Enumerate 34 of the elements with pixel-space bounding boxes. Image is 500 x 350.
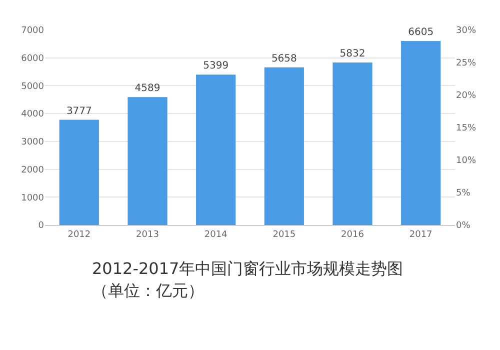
y2-tick-label: 10% xyxy=(456,156,476,166)
y-tick-label: 7000 xyxy=(21,26,44,36)
y2-tick-label: 25% xyxy=(456,58,476,69)
data-label: 4589 xyxy=(134,83,160,94)
x-tick-label: 2017 xyxy=(409,230,432,240)
x-tick-label: 2014 xyxy=(204,230,228,240)
y-tick-label: 6000 xyxy=(21,54,44,64)
x-tick-label: 2016 xyxy=(341,230,364,240)
y2-tick-label: 15% xyxy=(456,124,476,134)
text: 2012-2017年中国门窗行业市场规模走势图（单位：亿元） xyxy=(92,258,404,302)
y-tick-label: 5000 xyxy=(21,82,44,92)
y2-tick-label: 30% xyxy=(456,26,476,36)
data-label: 3777 xyxy=(66,106,92,117)
x-tick-label: 2013 xyxy=(136,230,159,240)
y2-tick-label: 0% xyxy=(456,221,471,232)
data-label: 5832 xyxy=(340,48,366,60)
y2-tick-label: 5% xyxy=(456,188,471,199)
bar xyxy=(401,41,441,225)
bar xyxy=(332,62,372,225)
bar xyxy=(128,97,168,225)
y-tick-label: 2000 xyxy=(21,165,44,176)
bar xyxy=(59,120,99,225)
bar xyxy=(196,74,236,225)
y-tick-label: 3000 xyxy=(21,138,44,148)
data-label: 5658 xyxy=(271,53,297,64)
data-label: 5399 xyxy=(203,60,229,72)
y-tick-label: 0 xyxy=(38,221,44,232)
y-tick-label: 4000 xyxy=(21,110,44,120)
y-tick-label: 1000 xyxy=(21,193,44,204)
x-tick-label: 2012 xyxy=(68,230,91,240)
data-label: 6605 xyxy=(408,27,434,38)
bar xyxy=(264,67,304,225)
y2-tick-label: 20% xyxy=(456,91,476,102)
x-tick-label: 2015 xyxy=(272,230,296,240)
